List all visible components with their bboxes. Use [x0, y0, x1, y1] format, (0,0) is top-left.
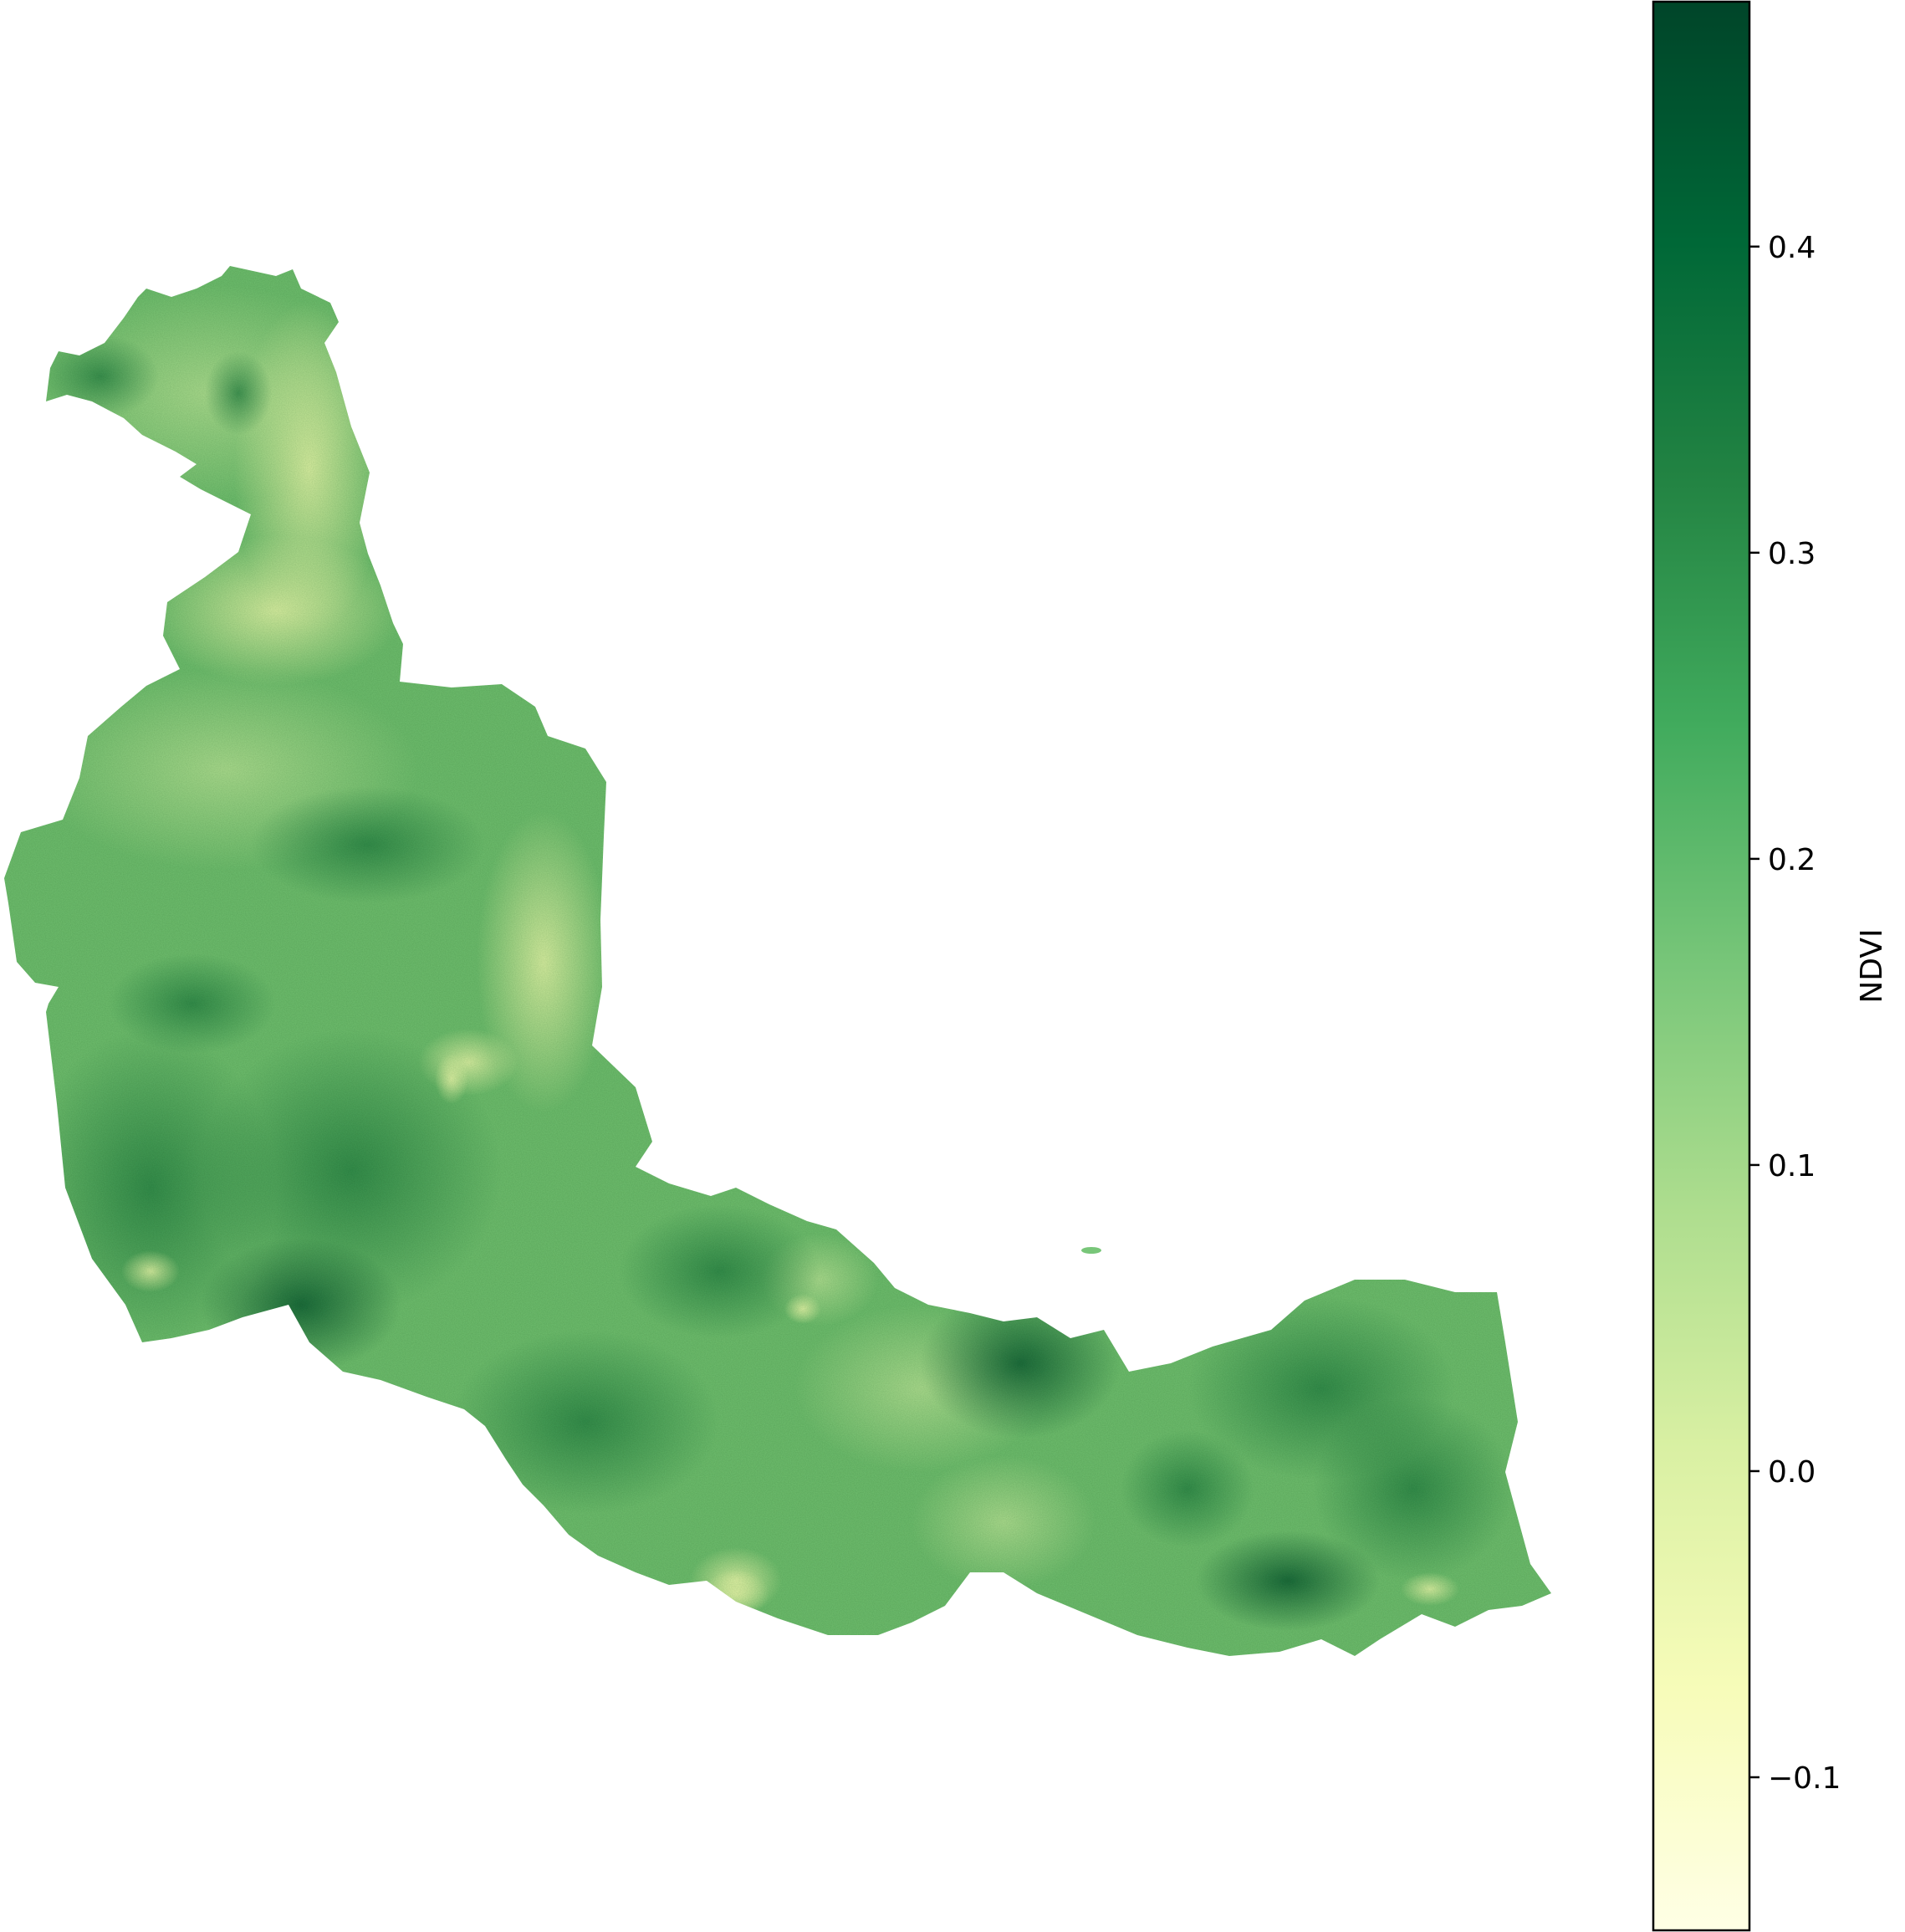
colorbar-tick-label: 0.3	[1768, 537, 1816, 571]
ndvi-raster	[4, 266, 1551, 1656]
colorbar-tick-label: 0.4	[1768, 231, 1816, 265]
colorbar-tick-label: −0.1	[1768, 1761, 1841, 1796]
ndvi-map	[4, 266, 1551, 1656]
islet	[1081, 1247, 1101, 1254]
colorbar-tick-label: 0.0	[1768, 1455, 1816, 1490]
colorbar-tick-label: 0.1	[1768, 1149, 1816, 1183]
colorbar: 0.4 0.3 0.2 0.1 0.0 −0.1 NDVI	[1652, 0, 1889, 1932]
colorbar-label: NDVI	[1855, 928, 1889, 1003]
colorbar-gradient	[1652, 0, 1751, 1932]
colorbar-tick-label: 0.2	[1768, 843, 1816, 877]
colorbar-ticks: 0.4 0.3 0.2 0.1 0.0 −0.1	[1749, 231, 1841, 1796]
